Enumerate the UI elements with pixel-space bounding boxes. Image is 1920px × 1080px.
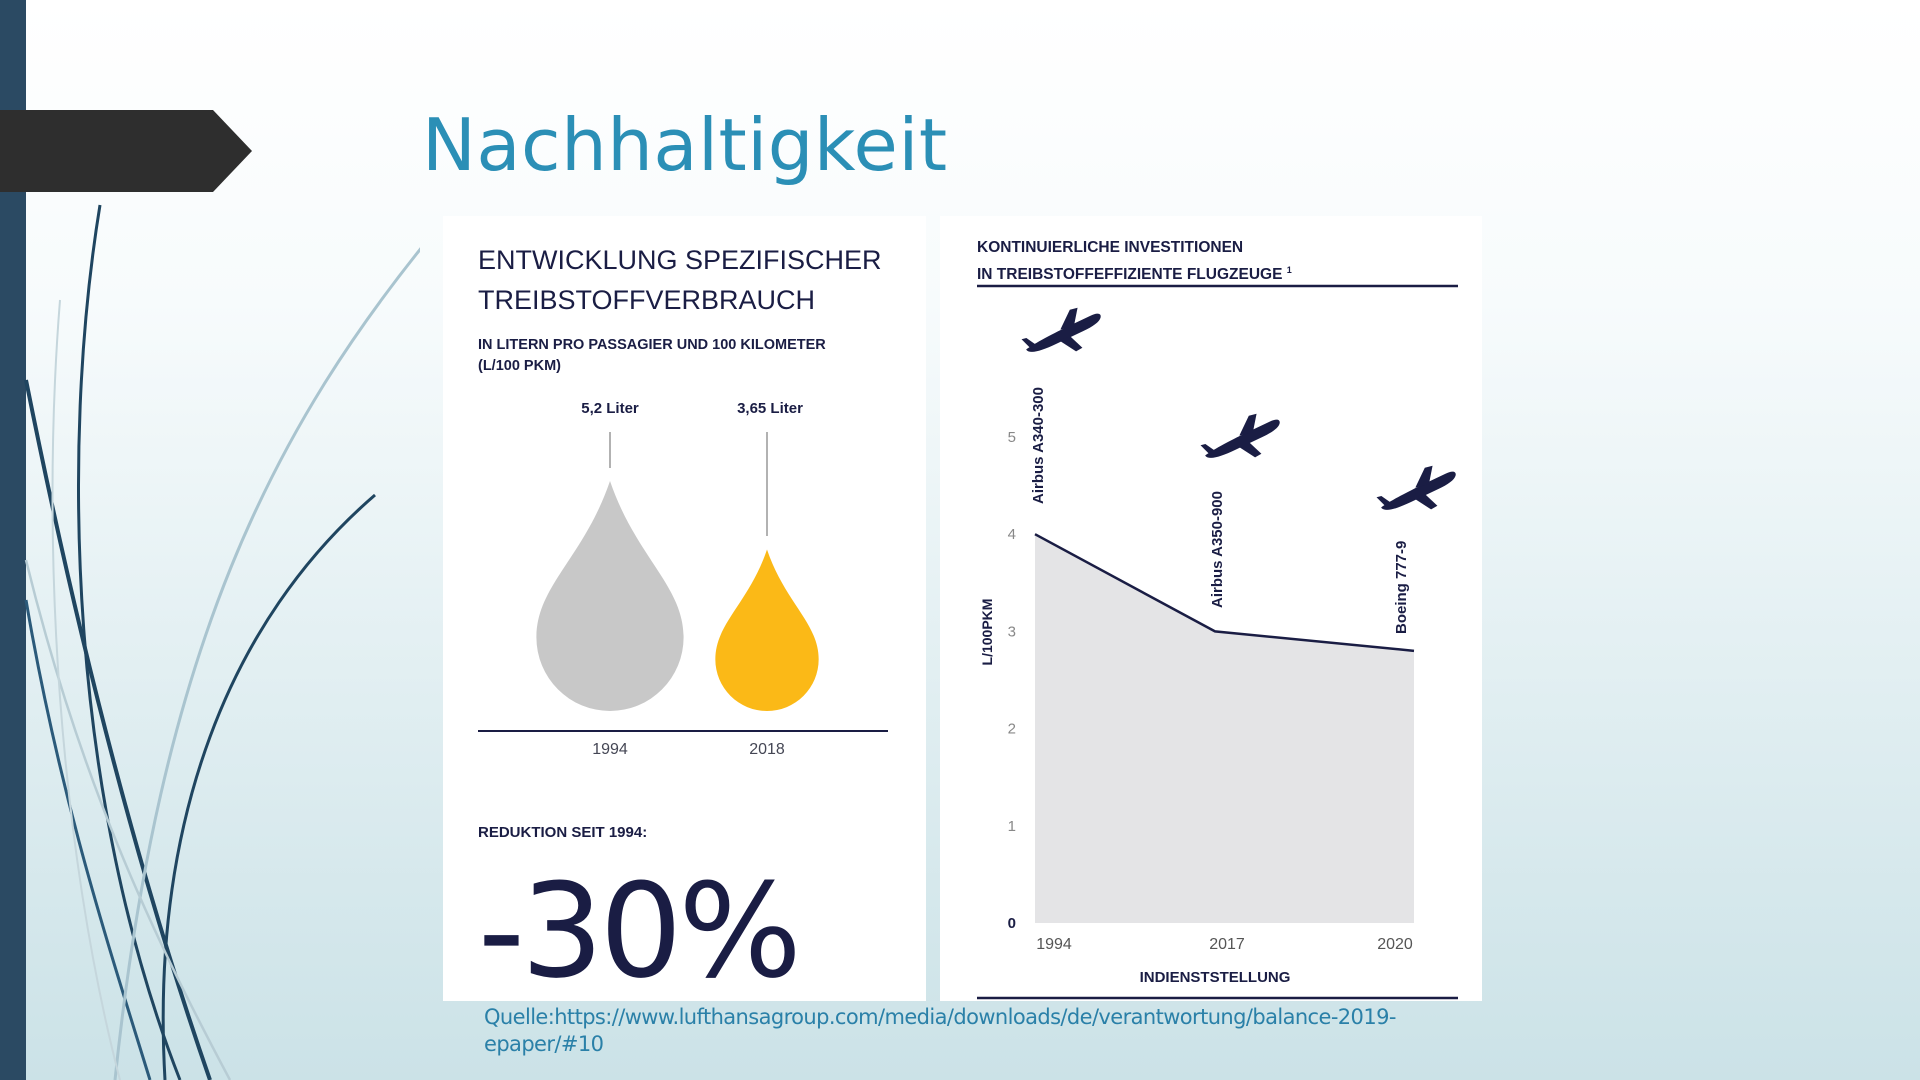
panel-subtitle: IN LITERN PRO PASSAGIER UND 100 KILOMETE… xyxy=(478,335,918,377)
panel-subtitle-line2: (L/100 PKM) xyxy=(478,358,561,374)
x-tick-1994: 1994 xyxy=(592,741,628,758)
x-axis-label: INDIENSTSTELLUNG xyxy=(1140,969,1291,986)
reduction-label: REDUKTION SEIT 1994: xyxy=(478,824,648,841)
panel-subtitle-line1: IN LITERN PRO PASSAGIER UND 100 KILOMETE… xyxy=(478,337,826,353)
panel-title: ENTWICKLUNG SPEZIFISCHER TREIBSTOFFVERBR… xyxy=(478,240,928,320)
panel-header-line2: IN TREIBSTOFFEFFIZIENTE FLUGZEUGE 1 xyxy=(977,259,1447,286)
y-axis-label: L/100PKM xyxy=(979,599,995,666)
reduction-value: -30% xyxy=(478,855,802,1007)
panel-title-line1: ENTWICKLUNG SPEZIFISCHER xyxy=(478,245,882,275)
panel-title-line2: TREIBSTOFFVERBRAUCH xyxy=(478,285,816,315)
airplane-icon xyxy=(1017,302,1108,364)
area-fill xyxy=(1035,534,1414,923)
panel-header-line2-text: IN TREIBSTOFFEFFIZIENTE FLUGZEUGE xyxy=(977,266,1283,284)
y-tick-0: 0 xyxy=(1008,915,1016,932)
y-tick-1: 1 xyxy=(1008,818,1016,835)
title-arrow-shape xyxy=(0,110,252,192)
fuel-consumption-panel: ENTWICKLUNG SPEZIFISCHER TREIBSTOFFVERBR… xyxy=(443,216,928,1006)
x-tick-2017: 2017 xyxy=(1209,936,1245,953)
decorative-curves xyxy=(24,204,420,1080)
y-tick-3: 3 xyxy=(1008,623,1016,640)
aircraft-label-1: Airbus A340-300 xyxy=(1030,387,1047,504)
page-title: Nachhaltigkeit xyxy=(422,103,948,187)
panel-header: KONTINUIERLICHE INVESTITIONEN IN TREIBST… xyxy=(977,237,1447,286)
fuel-drop-1994 xyxy=(536,481,684,711)
aircraft-label-3: Boeing 777-9 xyxy=(1393,541,1410,634)
drop-value-label-1994: 5,2 Liter xyxy=(581,400,639,417)
footnote-mark: 1 xyxy=(1286,265,1292,275)
y-tick-4: 4 xyxy=(1008,526,1016,543)
airplane-icon xyxy=(1372,460,1463,522)
aircraft-investment-panel: KONTINUIERLICHE INVESTITIONEN IN TREIBST… xyxy=(940,216,1482,1001)
aircraft-area-chart: 0 1 2 3 4 5 L/100PKM 1994 2017 2020 INDIENSTSTELLU… xyxy=(977,284,1463,1000)
aircraft-label-2: Airbus A350-900 xyxy=(1209,491,1226,608)
fuel-drops-chart xyxy=(478,432,888,732)
source-citation: Quelle:https://www.lufthansagroup.com/me… xyxy=(484,1005,1396,1056)
x-tick-1994: 1994 xyxy=(1036,936,1072,953)
y-tick-5: 5 xyxy=(1008,429,1016,446)
fuel-drop-2018 xyxy=(715,549,819,712)
area-line xyxy=(1034,533,1415,653)
x-tick-2018: 2018 xyxy=(749,741,785,758)
y-tick-2: 2 xyxy=(1008,721,1016,738)
x-tick-2020: 2020 xyxy=(1377,936,1413,953)
panel-header-line1: KONTINUIERLICHE INVESTITIONEN xyxy=(977,239,1244,256)
airplane-icon xyxy=(1196,408,1287,470)
drop-value-label-2018: 3,65 Liter xyxy=(737,400,803,417)
